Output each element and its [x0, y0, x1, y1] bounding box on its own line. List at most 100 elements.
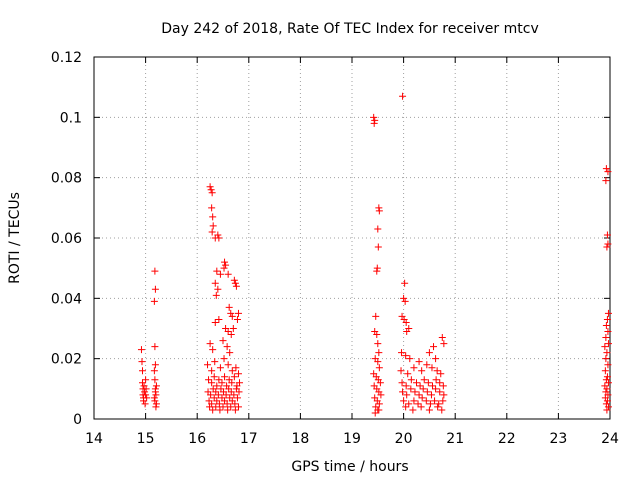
data-point	[440, 340, 448, 348]
data-point	[439, 397, 447, 405]
data-point	[215, 315, 223, 323]
data-point	[216, 270, 224, 278]
data-point	[424, 379, 432, 387]
data-point	[370, 119, 378, 127]
data-point	[142, 376, 150, 384]
x-tick-label: 15	[137, 431, 155, 447]
data-point	[204, 361, 212, 369]
data-point	[415, 391, 423, 399]
data-point	[228, 379, 236, 387]
data-point	[150, 367, 158, 375]
data-point	[374, 243, 382, 251]
data-point	[603, 243, 611, 251]
data-point	[603, 397, 611, 405]
data-point	[221, 258, 229, 266]
data-point	[434, 403, 442, 411]
data-point	[409, 406, 417, 414]
data-point	[440, 391, 448, 399]
data-point	[140, 397, 148, 405]
data-point	[205, 376, 213, 384]
data-point	[405, 325, 413, 332]
data-point	[209, 213, 217, 221]
x-tick-label: 22	[498, 431, 516, 447]
chart-title: Day 242 of 2018, Rate Of TEC Index for r…	[161, 21, 538, 37]
axis-ticks: 14 15 16 17 18 19 20 21 22 23 24 0 0.02 0.04 0.06 0.08 0…	[51, 50, 619, 447]
x-tick-label: 19	[343, 431, 361, 447]
data-point	[233, 315, 241, 323]
grid	[94, 57, 610, 419]
data-point	[224, 361, 232, 369]
data-point	[151, 285, 159, 293]
data-point	[206, 183, 214, 191]
data-point	[224, 270, 232, 278]
data-point	[417, 403, 425, 411]
data-point	[410, 364, 418, 372]
data-point	[411, 388, 419, 396]
data-point	[220, 264, 228, 272]
data-point	[207, 186, 215, 194]
data-point	[438, 334, 446, 342]
data-point	[138, 358, 146, 366]
data-point	[401, 279, 409, 287]
data-point	[602, 177, 610, 185]
x-tick-label: 23	[549, 431, 567, 447]
data-point	[401, 297, 409, 305]
data-point	[227, 331, 235, 339]
data-point	[375, 364, 383, 372]
data-point	[214, 285, 222, 293]
data-point	[602, 165, 610, 173]
data-point	[150, 394, 158, 402]
data-point	[139, 367, 147, 375]
data-point	[151, 388, 159, 396]
data-point	[370, 113, 378, 121]
data-point	[398, 349, 406, 357]
data-point	[603, 315, 611, 323]
data-point	[438, 406, 446, 414]
data-point	[416, 382, 424, 390]
data-point	[231, 400, 239, 408]
data-point	[216, 364, 224, 372]
data-point	[402, 318, 410, 326]
data-point	[150, 297, 158, 305]
data-point	[215, 234, 223, 242]
data-point	[224, 328, 232, 336]
data-point	[212, 291, 220, 299]
data-point	[234, 309, 242, 317]
data-point	[399, 92, 407, 100]
data-point	[227, 309, 235, 317]
data-point	[371, 116, 379, 124]
data-point	[436, 388, 444, 396]
data-point	[397, 367, 405, 375]
data-point	[604, 340, 612, 348]
data-point	[432, 385, 440, 393]
data-point	[603, 231, 611, 239]
data-point	[602, 334, 610, 342]
x-tick-label: 21	[446, 431, 464, 447]
data-point	[219, 337, 227, 345]
data-point	[402, 352, 410, 360]
data-point	[230, 276, 238, 284]
data-point	[604, 403, 612, 411]
data-point	[228, 312, 236, 320]
data-point	[603, 373, 611, 381]
y-tick-label: 0.1	[60, 110, 82, 126]
data-point	[141, 400, 149, 408]
data-point	[603, 385, 611, 393]
x-tick-label: 24	[601, 431, 619, 447]
data-point	[425, 349, 433, 357]
x-axis-label: GPS time / hours	[291, 459, 408, 475]
data-point	[436, 379, 444, 387]
data-point	[208, 204, 216, 212]
data-point	[151, 361, 159, 369]
data-point	[142, 391, 150, 399]
data-point	[400, 397, 408, 405]
data-point	[423, 388, 431, 396]
data-points	[137, 92, 612, 417]
data-point	[419, 385, 427, 393]
data-point	[415, 358, 423, 366]
x-tick-label: 14	[85, 431, 103, 447]
data-point	[233, 394, 241, 402]
data-point	[152, 400, 160, 408]
x-tick-label: 17	[240, 431, 258, 447]
